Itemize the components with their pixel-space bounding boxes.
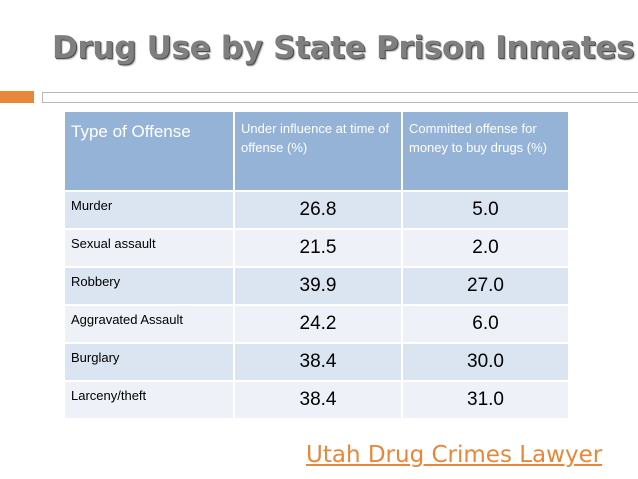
under-influence-cell: 38.4 [233, 342, 403, 382]
table-row: Larceny/theft 38.4 31.0 [63, 380, 570, 420]
utah-drug-crimes-lawyer-link[interactable]: Utah Drug Crimes Lawyer [306, 442, 603, 468]
table-row: Aggravated Assault 24.2 6.0 [63, 304, 570, 344]
slide-title: Drug Use by State Prison Inmates [52, 30, 635, 66]
table-row: Burglary 38.4 30.0 [63, 342, 570, 382]
under-influence-cell: 39.9 [233, 266, 403, 306]
accent-gap [34, 91, 42, 103]
offense-cell: Murder [63, 190, 235, 230]
for-money-cell: 2.0 [401, 228, 570, 268]
for-money-cell: 31.0 [401, 380, 570, 420]
table-row: Murder 26.8 5.0 [63, 190, 570, 230]
offense-cell: Robbery [63, 266, 235, 306]
under-influence-cell: 38.4 [233, 380, 403, 420]
title-divider [42, 92, 638, 103]
offense-cell: Aggravated Assault [63, 304, 235, 344]
under-influence-cell: 26.8 [233, 190, 403, 230]
table-row: Sexual assault 21.5 2.0 [63, 228, 570, 268]
header-for-money: Committed offense for money to buy drugs… [401, 110, 570, 192]
table-row: Robbery 39.9 27.0 [63, 266, 570, 306]
offense-cell: Sexual assault [63, 228, 235, 268]
accent-bar [0, 91, 34, 103]
offense-cell: Burglary [63, 342, 235, 382]
header-under-influence: Under influence at time of offense (%) [233, 110, 403, 192]
under-influence-cell: 21.5 [233, 228, 403, 268]
offense-cell: Larceny/theft [63, 380, 235, 420]
table-header-row: Type of Offense Under influence at time … [63, 110, 570, 192]
for-money-cell: 30.0 [401, 342, 570, 382]
offense-table: Type of Offense Under influence at time … [63, 110, 570, 420]
header-type-of-offense: Type of Offense [63, 110, 235, 192]
under-influence-cell: 24.2 [233, 304, 403, 344]
for-money-cell: 5.0 [401, 190, 570, 230]
for-money-cell: 27.0 [401, 266, 570, 306]
for-money-cell: 6.0 [401, 304, 570, 344]
